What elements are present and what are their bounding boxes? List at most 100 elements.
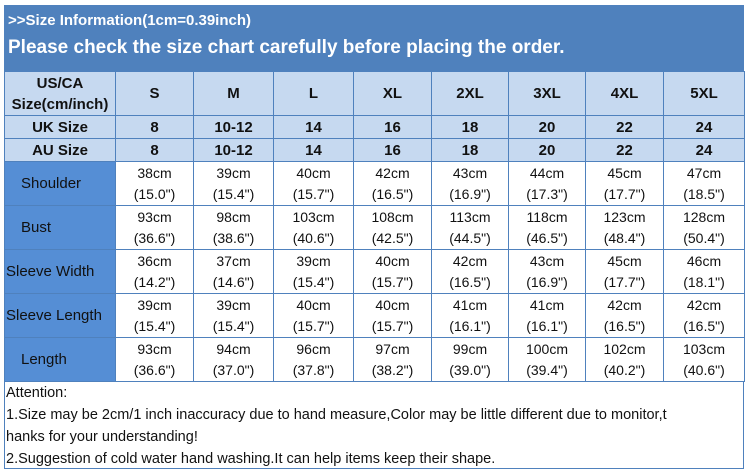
header-label-line: US/CA	[36, 74, 84, 92]
header-label: US/CA Size(cm/inch)	[4, 71, 116, 116]
uk-size-value: 10-12	[193, 115, 274, 139]
table-row: Length 93cm (36.6") 94cm (37.0") 96cm (37.8") 9…	[4, 337, 745, 382]
cm-value: 42cm	[607, 296, 642, 313]
measure-cell: 39cm (15.4")	[273, 249, 354, 294]
inch-value: (15.7")	[371, 273, 414, 290]
inch-value: (39.4")	[526, 361, 568, 378]
measure-cell: 47cm (18.5")	[663, 161, 745, 206]
measure-cell: 103cm (40.6")	[273, 205, 354, 250]
uk-size-value: 24	[663, 115, 745, 139]
cm-value: 46cm	[686, 252, 722, 269]
inch-value: (36.6")	[133, 229, 176, 246]
table-row: Bust 93cm (36.6") 98cm (38.6") 103cm (40.6") 10…	[4, 205, 745, 250]
cm-value: 96cm	[296, 340, 331, 357]
au-size-value: 16	[353, 138, 432, 162]
measure-cell: 43cm (16.9")	[508, 249, 586, 294]
inch-value: (15.7")	[292, 185, 335, 202]
measure-cell: 41cm (16.1")	[508, 293, 586, 338]
au-size-value: 24	[663, 138, 745, 162]
attention-line: hanks for your understanding!	[6, 429, 198, 445]
size-header: 3XL	[508, 71, 586, 116]
inch-value: (15.4")	[292, 273, 335, 290]
measure-cell: 102cm (40.2")	[585, 337, 664, 382]
inch-value: (38.2")	[371, 361, 414, 378]
inch-value: (46.5")	[526, 229, 568, 246]
uk-size-value: 22	[585, 115, 664, 139]
cm-value: 97cm	[375, 340, 410, 357]
measure-cell: 43cm (16.9")	[431, 161, 509, 206]
inch-value: (16.1")	[449, 317, 491, 334]
au-size-value: 20	[508, 138, 586, 162]
measure-cell: 39cm (15.4")	[193, 293, 274, 338]
inch-value: (15.4")	[133, 317, 176, 334]
au-size-row: AU Size 8 10-12 14 16 18 20 22 24	[4, 138, 745, 162]
measure-cell: 103cm (40.6")	[663, 337, 745, 382]
inch-value: (16.5")	[449, 273, 491, 290]
cm-value: 40cm	[375, 252, 410, 269]
measure-cell: 123cm (48.4")	[585, 205, 664, 250]
inch-value: (15.7")	[292, 317, 335, 334]
au-size-value: 18	[431, 138, 509, 162]
title: >>Size Information(1cm=0.39inch)	[8, 12, 251, 29]
inch-value: (37.0")	[212, 361, 255, 378]
inch-value: (15.4")	[212, 317, 255, 334]
attention-line: Attention:	[6, 385, 68, 401]
inch-value: (48.4")	[603, 229, 646, 246]
inch-value: (18.5")	[683, 185, 725, 202]
inch-value: (42.5")	[371, 229, 414, 246]
cm-value: 102cm	[603, 340, 646, 357]
cm-value: 40cm	[296, 164, 331, 181]
measure-cell: 41cm (16.1")	[431, 293, 509, 338]
cm-value: 41cm	[452, 296, 488, 313]
uk-label: UK Size	[4, 115, 116, 139]
measure-label: Sleeve Length	[4, 293, 116, 338]
cm-value: 93cm	[137, 340, 172, 357]
measure-cell: 128cm (50.4")	[663, 205, 745, 250]
inch-value: (40.2")	[603, 361, 646, 378]
inch-value: (16.1")	[526, 317, 568, 334]
cm-value: 42cm	[452, 252, 488, 269]
inch-value: (40.6")	[292, 229, 335, 246]
cm-value: 39cm	[216, 164, 251, 181]
measure-cell: 100cm (39.4")	[508, 337, 586, 382]
measure-cell: 113cm (44.5")	[431, 205, 509, 250]
size-table: US/CA Size(cm/inch) S M L XL 2XL 3XL 4XL 5XL UK Si…	[4, 71, 745, 382]
measure-cell: 93cm (36.6")	[115, 205, 194, 250]
measure-cell: 98cm (38.6")	[193, 205, 274, 250]
cm-value: 45cm	[607, 164, 642, 181]
uk-size-value: 18	[431, 115, 509, 139]
attention-line: 2.Suggestion of cold water hand washing.…	[6, 451, 496, 467]
inch-value: (17.3")	[526, 185, 568, 202]
inch-value: (15.0")	[133, 185, 176, 202]
inch-value: (16.9")	[449, 185, 491, 202]
cm-value: 94cm	[216, 340, 251, 357]
measure-cell: 42cm (16.5")	[353, 161, 432, 206]
measure-cell: 118cm (46.5")	[508, 205, 586, 250]
cm-value: 99cm	[452, 340, 488, 357]
cm-value: 40cm	[375, 296, 410, 313]
inch-value: (50.4")	[683, 229, 725, 246]
cm-value: 103cm	[682, 340, 726, 357]
table-row: Sleeve Length 39cm (15.4") 39cm (15.4") 40cm (…	[4, 293, 745, 338]
cm-value: 113cm	[449, 208, 491, 225]
measure-cell: 99cm (39.0")	[431, 337, 509, 382]
inch-value: (16.5")	[603, 317, 646, 334]
cm-value: 39cm	[216, 296, 251, 313]
cm-value: 44cm	[529, 164, 565, 181]
cm-value: 43cm	[529, 252, 565, 269]
subtitle: Please check the size chart carefully be…	[8, 37, 565, 58]
attention-notes: Attention: 1.Size may be 2cm/1 inch inac…	[4, 382, 744, 469]
measure-cell: 42cm (16.5")	[585, 293, 664, 338]
cm-value: 93cm	[137, 208, 172, 225]
size-header: S	[115, 71, 194, 116]
measure-cell: 39cm (15.4")	[115, 293, 194, 338]
cm-value: 98cm	[216, 208, 251, 225]
cm-value: 39cm	[296, 252, 331, 269]
inch-value: (15.4")	[212, 185, 255, 202]
au-size-value: 10-12	[193, 138, 274, 162]
measure-cell: 40cm (15.7")	[273, 293, 354, 338]
cm-value: 41cm	[529, 296, 565, 313]
au-size-value: 8	[115, 138, 194, 162]
au-label: AU Size	[4, 138, 116, 162]
cm-value: 36cm	[137, 252, 172, 269]
